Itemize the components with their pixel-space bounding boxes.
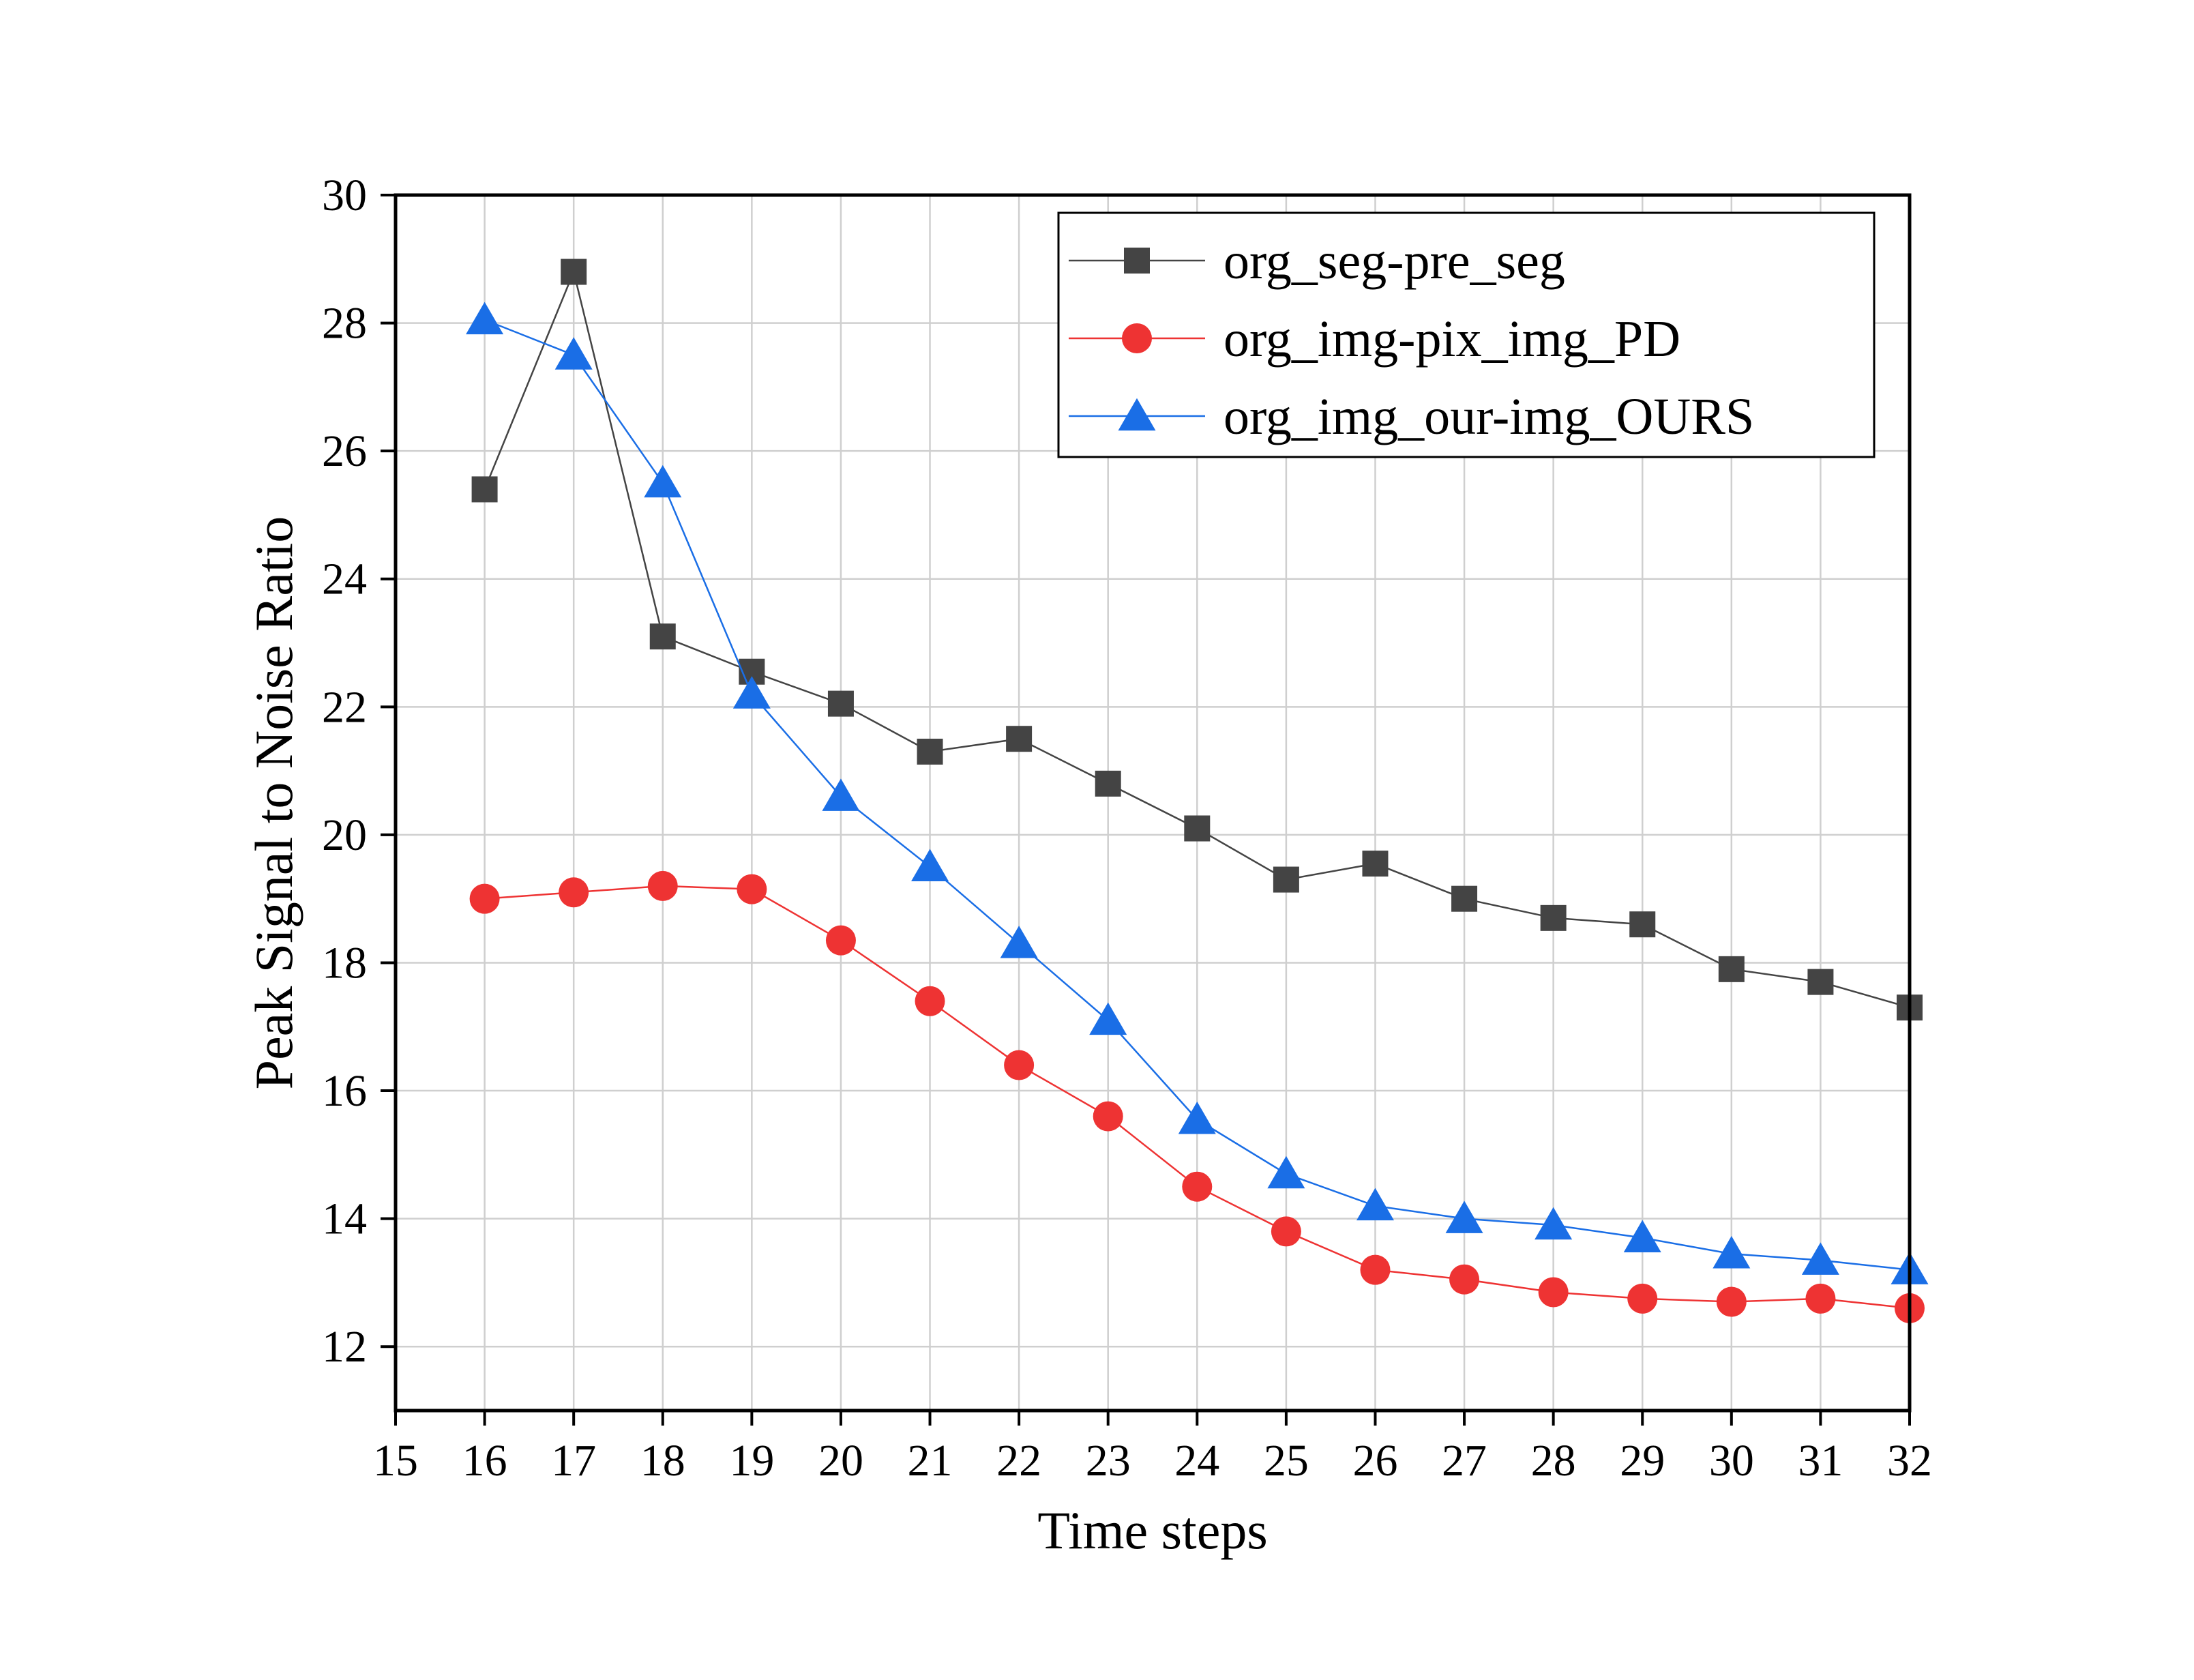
- y-tick-label: 26: [322, 426, 367, 476]
- data-point: [732, 676, 771, 709]
- data-point: [1360, 1254, 1391, 1285]
- data-point: [1182, 1171, 1213, 1202]
- data-point: [649, 623, 676, 650]
- data-point: [559, 877, 589, 908]
- data-point: [561, 259, 587, 285]
- y-tick-label: 14: [322, 1194, 367, 1244]
- axis-ticks: 15 16 17 18 19 20 21 22 23 24 25 26 27 28 29 30 31 32 12 14…: [322, 171, 1932, 1486]
- x-tick-label: 31: [1798, 1436, 1843, 1486]
- data-point: [1713, 1235, 1751, 1269]
- data-point: [1362, 851, 1389, 877]
- data-point: [1451, 885, 1478, 912]
- data-point: [917, 738, 943, 765]
- x-tick-label: 26: [1352, 1436, 1397, 1486]
- data-point: [1004, 1050, 1035, 1080]
- data-point: [1267, 1155, 1305, 1189]
- x-tick-label: 30: [1709, 1436, 1754, 1486]
- plot-frame: [394, 193, 1912, 1413]
- x-tick-label: 22: [996, 1436, 1041, 1486]
- legend-marker: [1122, 323, 1152, 353]
- data-point: [1273, 866, 1299, 893]
- y-tick-label: 20: [322, 810, 367, 860]
- x-tick-label: 32: [1887, 1436, 1932, 1486]
- x-tick-label: 15: [373, 1436, 418, 1486]
- x-tick-label: 28: [1531, 1436, 1576, 1486]
- data-point: [737, 874, 767, 904]
- data-point: [1445, 1200, 1483, 1233]
- x-tick-label: 17: [551, 1436, 596, 1486]
- data-point: [471, 476, 498, 503]
- data-point: [554, 337, 593, 370]
- series-1: [471, 259, 1923, 1021]
- y-tick-label: 30: [322, 171, 367, 220]
- x-tick-label: 21: [908, 1436, 953, 1486]
- legend-marker: [1124, 248, 1150, 274]
- data-point: [1178, 1102, 1216, 1134]
- legend-item: org_img-pix_img_PD: [1069, 310, 1680, 368]
- series-2: [469, 870, 1925, 1323]
- data-point: [644, 465, 682, 498]
- data-point: [827, 690, 854, 717]
- data-point: [1535, 1207, 1573, 1240]
- data-point: [1627, 1283, 1658, 1314]
- x-tick-label: 29: [1620, 1436, 1665, 1486]
- data-point: [1538, 1277, 1569, 1308]
- x-tick-label: 27: [1442, 1436, 1487, 1486]
- data-point: [822, 778, 860, 811]
- legend-marker: [1118, 398, 1156, 431]
- x-tick-label: 25: [1264, 1436, 1309, 1486]
- y-tick-label: 22: [322, 682, 367, 732]
- x-tick-label: 18: [640, 1436, 685, 1486]
- x-tick-label: 23: [1086, 1436, 1131, 1486]
- x-tick-label: 20: [818, 1436, 863, 1486]
- data-point: [1805, 1283, 1836, 1314]
- legend-item: org_seg-pre_seg: [1069, 233, 1565, 290]
- data-point: [466, 301, 504, 335]
- data-point: [1093, 1101, 1123, 1132]
- data-point: [1718, 956, 1745, 982]
- data-point: [1801, 1242, 1839, 1275]
- data-point: [1540, 904, 1567, 931]
- data-point: [1006, 726, 1033, 752]
- data-point: [1807, 969, 1834, 995]
- data-point: [1000, 926, 1038, 958]
- legend: org_seg-pre_seg org_img-pix_img_PD org_img…: [1057, 211, 1876, 458]
- data-point: [1449, 1264, 1480, 1295]
- legend-label: org_seg-pre_seg: [1224, 233, 1565, 290]
- data-point: [1089, 1002, 1127, 1035]
- y-tick-label: 28: [322, 299, 367, 349]
- y-tick-label: 12: [322, 1322, 367, 1372]
- x-tick-label: 24: [1174, 1436, 1219, 1486]
- legend-label: org_img_our-img_OURS: [1224, 388, 1754, 445]
- y-tick-label: 18: [322, 938, 367, 988]
- data-point: [1271, 1216, 1301, 1247]
- data-point: [1623, 1220, 1661, 1253]
- y-tick-label: 16: [322, 1066, 367, 1116]
- x-axis-title: Time steps: [1037, 1501, 1267, 1560]
- legend-label: org_img-pix_img_PD: [1224, 310, 1680, 368]
- y-axis-title: Peak Signal to Noise Ratio: [244, 516, 303, 1090]
- data-point: [647, 870, 678, 901]
- data-point: [915, 986, 945, 1016]
- x-tick-label: 16: [462, 1436, 507, 1486]
- legend-item: org_img_our-img_OURS: [1069, 388, 1754, 445]
- data-point: [825, 925, 856, 956]
- x-tick-label: 19: [729, 1436, 774, 1486]
- data-point: [1629, 911, 1656, 938]
- data-point: [469, 883, 500, 914]
- data-point: [1095, 770, 1121, 797]
- data-point: [1184, 815, 1211, 842]
- data-point: [1716, 1286, 1747, 1317]
- data-point: [911, 849, 949, 882]
- data-point: [1356, 1188, 1394, 1221]
- y-tick-label: 24: [322, 555, 367, 604]
